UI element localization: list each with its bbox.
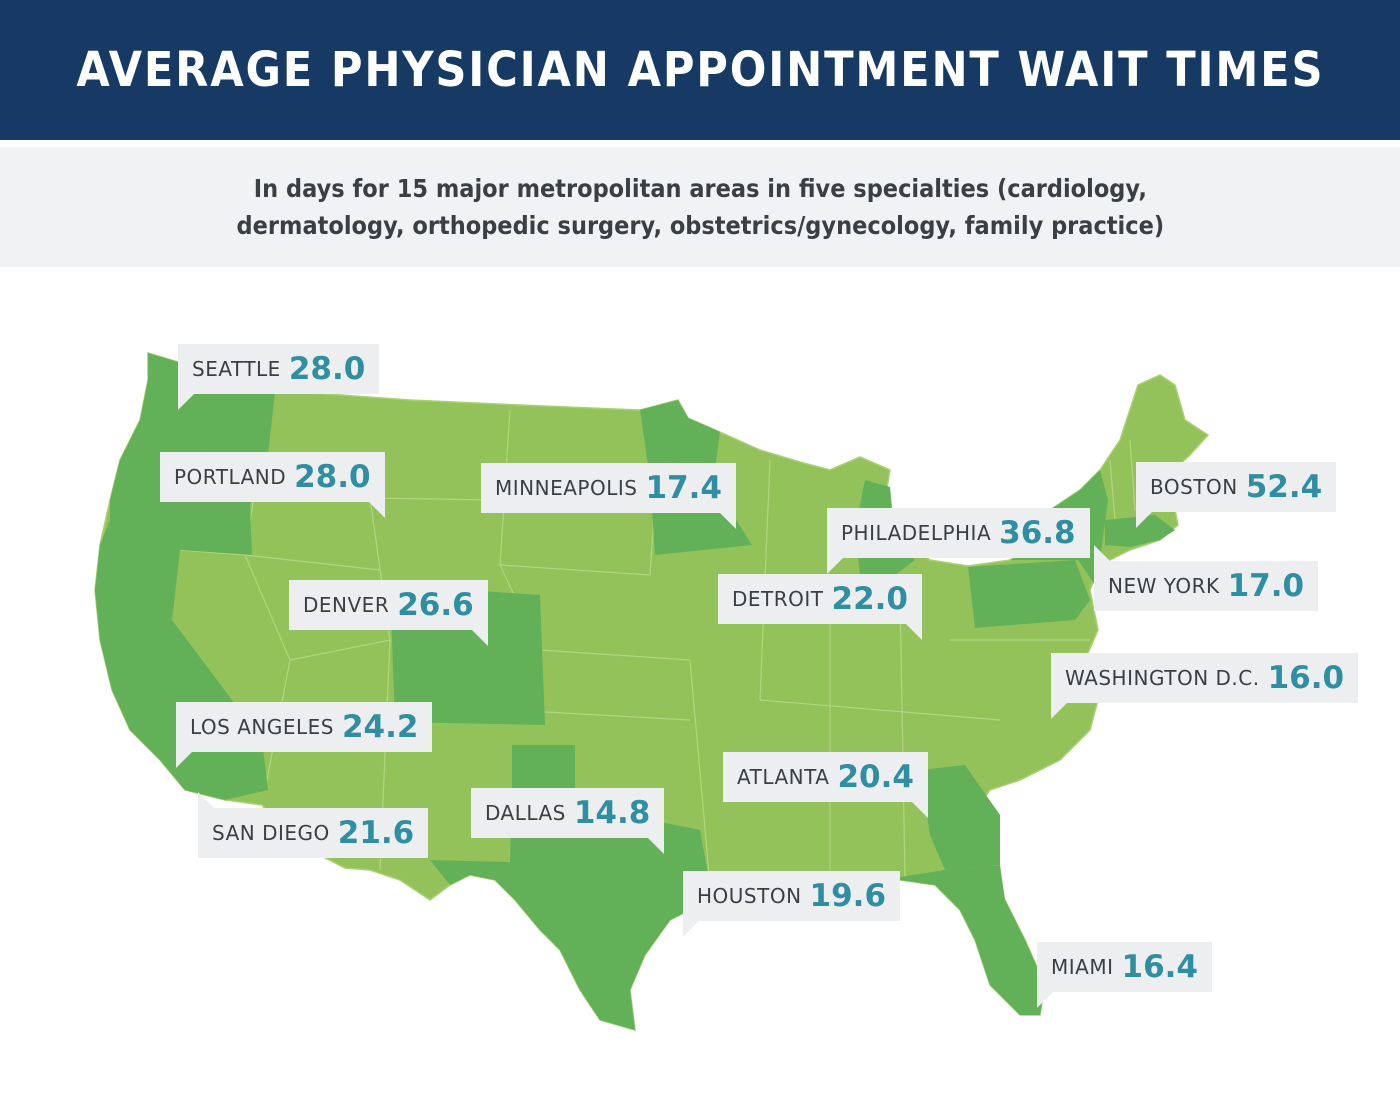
state-pennsylvania [968,560,1090,628]
city-name: MINNEAPOLIS [495,476,638,500]
state-florida [880,865,1045,1015]
wait-value: 14.8 [573,795,651,831]
city-name: WASHINGTON D.C. [1065,666,1260,690]
callout-pointer [176,752,192,768]
wait-value: 20.4 [837,759,914,795]
callout-boston: BOSTON 52.4 [1136,462,1337,528]
wait-value: 26.6 [397,587,474,623]
wait-value: 16.0 [1267,660,1345,696]
callout-new-york: NEW YORK 17.0 [1094,545,1319,611]
callout-pointer [683,921,699,937]
wait-value: 28.0 [288,351,366,387]
wait-value: 17.0 [1227,568,1305,604]
callout-denver: DENVER 26.6 [289,580,488,646]
state-texas [430,790,710,1030]
callout-pointer [719,513,736,529]
subtitle-text: In days for 15 major metropolitan areas … [236,170,1164,244]
wait-value: 22.0 [831,581,909,617]
callout-washington-dc: WASHINGTON D.C. 16.0 [1051,653,1359,719]
callout-pointer [911,802,928,818]
callout-houston: HOUSTON 19.6 [683,871,901,937]
city-name: DALLAS [485,801,566,825]
wait-value: 16.4 [1121,949,1199,985]
callout-pointer [827,558,843,574]
callout-pointer [906,624,923,640]
city-name: SEATTLE [192,357,281,381]
callout-pointer [368,502,385,518]
page-title: AVERAGE PHYSICIAN APPOINTMENT WAIT TIMES [75,42,1325,98]
wait-value: 17.4 [645,470,722,506]
city-name: BOSTON [1150,475,1238,499]
city-name: MIAMI [1051,955,1114,979]
wait-value: 21.6 [337,815,415,851]
callout-pointer [1037,992,1053,1008]
callout-atlanta: ATLANTA 20.4 [723,752,928,818]
city-name: NEW YORK [1108,574,1220,598]
state-oklahoma-panhandle [512,745,575,790]
state-washington [140,353,275,455]
callout-pointer [178,394,194,410]
wait-value: 28.0 [294,459,371,495]
subtitle-band: In days for 15 major metropolitan areas … [0,147,1400,267]
callout-pointer [1136,512,1152,528]
wait-value: 24.2 [341,709,419,745]
city-name: PORTLAND [174,465,287,489]
callout-dallas: DALLAS 14.8 [471,788,665,854]
subtitle-line-1: In days for 15 major metropolitan areas … [253,174,1147,203]
wait-value: 52.4 [1245,469,1323,505]
callout-pointer [1051,703,1067,719]
city-name: HOUSTON [697,884,802,908]
callout-detroit: DETROIT 22.0 [718,574,923,640]
callout-miami: MIAMI 16.4 [1037,942,1212,1008]
city-name: ATLANTA [737,765,830,789]
callout-los-angeles: LOS ANGELES 24.2 [176,702,433,768]
wait-value: 36.8 [999,515,1076,551]
callout-san-diego: SAN DIEGO 21.6 [198,792,429,858]
callout-portland: PORTLAND 28.0 [160,452,385,518]
callout-pointer [471,630,488,646]
callout-pointer [1094,545,1110,561]
callout-seattle: SEATTLE 28.0 [178,344,380,410]
title-banner: AVERAGE PHYSICIAN APPOINTMENT WAIT TIMES [0,0,1400,140]
state-georgia [920,765,1000,870]
wait-value: 19.6 [809,878,887,914]
callout-pointer [198,792,214,808]
city-name: SAN DIEGO [212,821,330,845]
state-massachusetts [1105,515,1175,547]
callout-minneapolis: MINNEAPOLIS 17.4 [481,463,736,529]
city-name: DENVER [303,593,390,617]
city-name: DETROIT [732,587,824,611]
city-name: PHILADELPHIA [841,521,992,545]
callout-philadelphia: PHILADELPHIA 36.8 [827,508,1090,574]
subtitle-line-2: dermatology, orthopedic surgery, obstetr… [236,211,1164,240]
city-name: LOS ANGELES [190,715,334,739]
callout-pointer [648,838,665,854]
